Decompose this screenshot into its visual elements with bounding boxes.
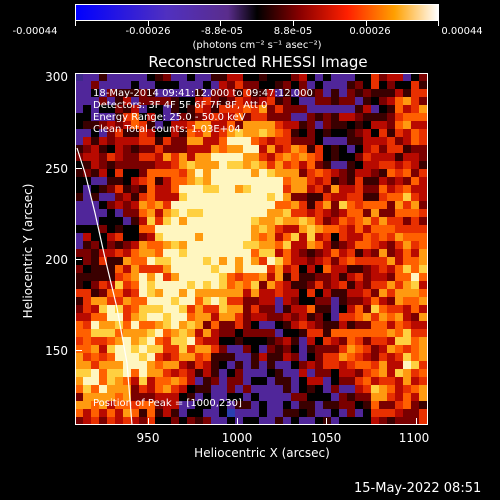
reconstructed-image	[75, 73, 428, 425]
colorbar-tick-label: 8.8e-05	[273, 26, 313, 37]
x-tick-label: 1050	[310, 431, 342, 445]
datestamp: 15-May-2022 08:51	[354, 481, 482, 496]
info-energy-range: Energy Range: 25.0 - 50.0 keV	[93, 112, 246, 123]
colorbar-tick-label: 0.00044	[441, 26, 483, 37]
x-axis-label: Heliocentric X (arcsec)	[194, 446, 330, 460]
colorbar-tick-label: -8.8e-05	[201, 26, 243, 37]
info-detectors: Detectors: 3F 4F 5F 6F 7F 8F, Att 0	[93, 100, 268, 111]
info-peak-position: Position of Peak = [1000,230]	[93, 398, 242, 409]
colorbar-tick-label: -0.00044	[12, 26, 58, 37]
y-axis-label: Heliocentric Y (arcsec)	[21, 183, 35, 319]
y-tick-label: 150	[45, 344, 68, 358]
colorbar	[75, 4, 439, 21]
y-tick-label: 200	[45, 253, 68, 267]
info-clean-counts: Clean Total counts: 1.03E+04	[93, 124, 241, 135]
y-tick-label: 250	[45, 162, 68, 176]
plot-title: Reconstructed RHESSI Image	[148, 53, 368, 71]
colorbar-tick-label: -0.00026	[125, 26, 171, 37]
x-tick-label: 950	[136, 431, 160, 445]
x-tick-label: 1100	[398, 431, 430, 445]
y-tick-label: 300	[45, 70, 68, 84]
colorbar-tick-label: 0.00026	[349, 26, 391, 37]
solar-limb-line	[76, 147, 133, 425]
x-tick-label: 1000	[221, 431, 253, 445]
colorbar-unit: (photons cm⁻² s⁻¹ asec⁻²)	[192, 40, 322, 51]
info-time-range: 18-May-2014 09:41:12.000 to 09:47:12.000	[93, 88, 313, 99]
